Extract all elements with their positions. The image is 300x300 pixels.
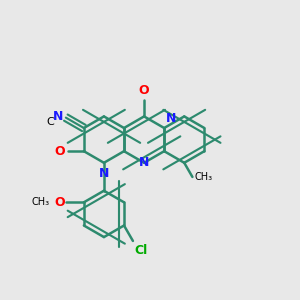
Text: N: N (139, 156, 149, 169)
Text: N: N (52, 110, 63, 123)
Text: C: C (47, 117, 55, 127)
Text: CH₃: CH₃ (195, 172, 213, 182)
Text: O: O (54, 196, 64, 209)
Text: N: N (166, 112, 176, 125)
Text: O: O (54, 145, 64, 158)
Text: Cl: Cl (134, 244, 148, 257)
Text: CH₃: CH₃ (32, 197, 50, 207)
Text: O: O (139, 84, 149, 97)
Text: N: N (99, 167, 109, 180)
